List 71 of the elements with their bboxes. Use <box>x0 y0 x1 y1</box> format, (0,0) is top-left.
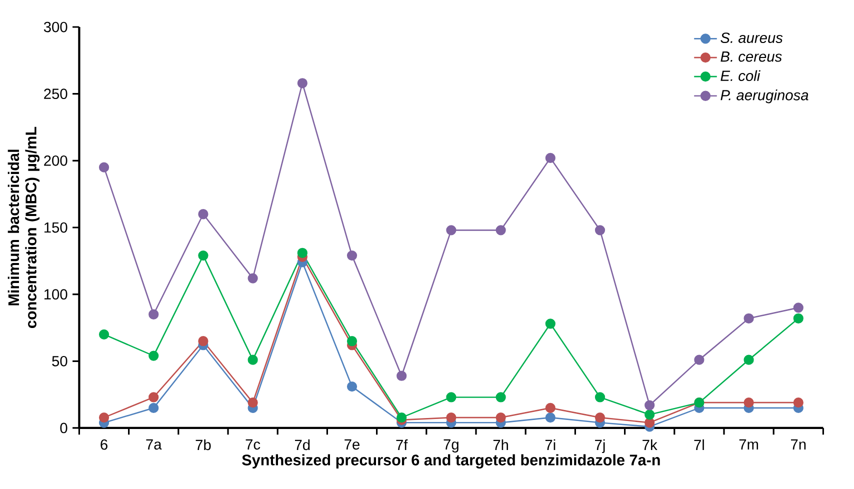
point <box>148 350 159 361</box>
point <box>148 402 159 414</box>
point <box>545 402 556 414</box>
point <box>594 392 606 402</box>
point <box>594 412 606 423</box>
point <box>594 225 606 236</box>
point <box>98 162 110 172</box>
point <box>644 400 655 410</box>
x-tick-label: 7f <box>396 439 408 450</box>
legend-label: S. aureus <box>720 32 783 43</box>
x-tick-label: 7j <box>595 439 605 454</box>
point <box>644 418 655 428</box>
point <box>346 250 358 261</box>
legend-label: B. cereus <box>720 52 782 62</box>
point <box>545 152 556 164</box>
point <box>148 392 159 402</box>
y-axis-title: Minimum bactericidal concentration (MBC) µg/mL <box>8 126 40 328</box>
x-tick-label: 7i <box>545 439 556 450</box>
x-axis-title: Synthesized precursor 6 and targeted benzimidazole 7a-n <box>242 454 660 469</box>
x-tick-label: 7e <box>344 439 360 450</box>
point <box>793 302 804 313</box>
point <box>644 410 655 420</box>
x-tick-label: 7b <box>196 439 211 450</box>
x-tick-label: 6 <box>100 439 108 450</box>
y-tick-label: 300 <box>44 22 68 32</box>
y-tick-label: 200 <box>44 155 68 166</box>
point <box>98 329 110 340</box>
x-tick-label: 7g <box>444 439 458 452</box>
point <box>248 354 258 365</box>
point <box>297 248 308 258</box>
point <box>198 209 208 220</box>
legend-label: E. coli <box>720 70 760 82</box>
x-tick-label: 7a <box>146 439 162 450</box>
point <box>346 381 358 392</box>
point <box>545 412 556 423</box>
point <box>793 313 804 324</box>
point <box>198 250 208 261</box>
point <box>744 398 754 408</box>
point <box>694 354 704 365</box>
y-tick-label: 100 <box>44 289 68 300</box>
point <box>297 78 308 88</box>
x-tick-label: 7k <box>642 439 658 450</box>
point <box>496 392 506 402</box>
point <box>248 273 258 284</box>
y-tick-label: 250 <box>44 88 68 100</box>
point <box>98 412 110 423</box>
legend-label: P. aeruginosa <box>720 90 808 104</box>
x-tick-label: 7n <box>790 439 806 450</box>
point <box>248 398 258 408</box>
point <box>744 354 754 365</box>
point <box>545 318 556 329</box>
point <box>793 398 804 408</box>
x-tick-label: 7c <box>246 439 260 450</box>
point <box>446 392 456 402</box>
y-tick-label: 0 <box>60 422 68 434</box>
point <box>198 336 208 346</box>
point <box>496 412 506 423</box>
point <box>148 309 159 320</box>
y-tick-label: 50 <box>52 356 68 366</box>
x-tick-label: 7h <box>493 439 508 450</box>
point <box>496 225 506 236</box>
x-tick-label: 7d <box>295 439 310 450</box>
point <box>346 336 358 346</box>
point <box>744 313 754 324</box>
x-tick-label: 7m <box>739 439 758 450</box>
point <box>446 225 456 236</box>
x-tick-label: 7l <box>694 439 704 450</box>
point <box>396 412 407 423</box>
point <box>396 370 407 381</box>
y-tick-label: 150 <box>44 222 68 233</box>
point <box>446 412 456 423</box>
